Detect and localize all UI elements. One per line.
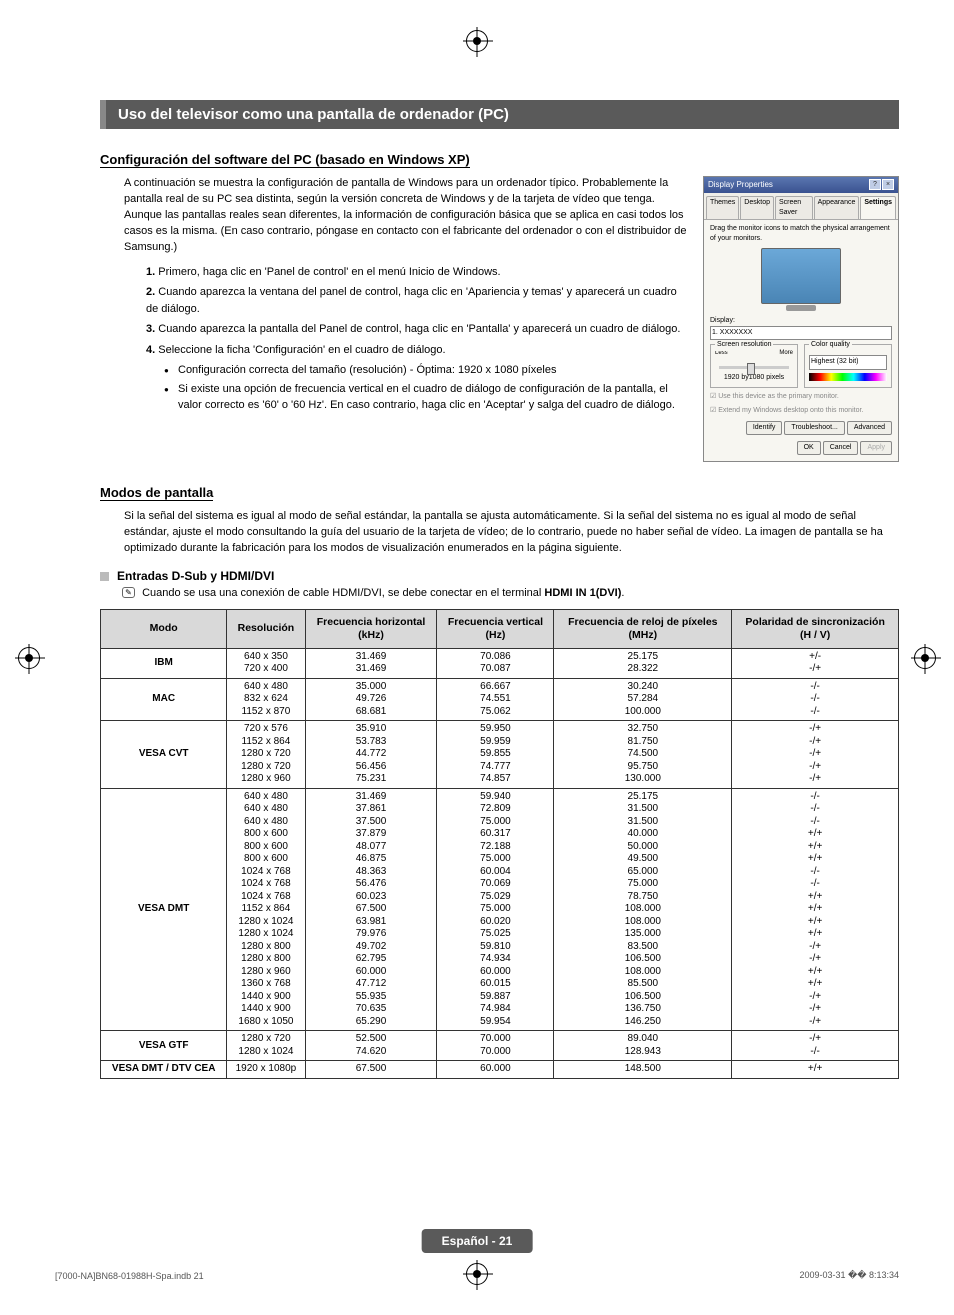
pclock-cell: 25.17531.50031.50040.00050.00049.50065.0… bbox=[554, 788, 732, 1031]
note-icon: ✎ bbox=[122, 587, 135, 598]
sync-cell: +/+ bbox=[732, 1061, 899, 1079]
step-item: 3. Cuando aparezca la pantalla del Panel… bbox=[142, 321, 689, 338]
steps-list: 1. Primero, haga clic en 'Panel de contr… bbox=[142, 264, 689, 414]
modes-section: Modos de pantalla Si la señal del sistem… bbox=[100, 484, 899, 1079]
pclock-cell: 148.500 bbox=[554, 1061, 732, 1079]
footer-timestamp: 2009-03-31 �� 8:13:34 bbox=[799, 1270, 899, 1281]
display-select[interactable]: 1. XXXXXXX bbox=[710, 326, 892, 340]
step-item: 4. Seleccione la ficha 'Configuración' e… bbox=[142, 342, 689, 414]
bullet-item: Si existe una opción de frecuencia verti… bbox=[164, 381, 689, 414]
square-bullet-icon bbox=[100, 572, 109, 581]
resolution-cell: 720 x 5761152 x 8641280 x 7201280 x 7201… bbox=[227, 721, 305, 789]
dialog-title: Display Properties bbox=[708, 179, 773, 191]
pclock-cell: 25.17528.322 bbox=[554, 648, 732, 678]
close-icon[interactable]: × bbox=[882, 179, 894, 190]
sync-cell: -/--/--/- bbox=[732, 678, 899, 721]
tab-themes[interactable]: Themes bbox=[706, 196, 739, 219]
tab-desktop[interactable]: Desktop bbox=[740, 196, 774, 219]
resolution-cell: 1920 x 1080p bbox=[227, 1061, 305, 1079]
table-header: Polaridad de sincronización (H / V) bbox=[732, 609, 899, 648]
table-header: Modo bbox=[101, 609, 227, 648]
dialog-hint: Drag the monitor icons to match the phys… bbox=[710, 224, 892, 244]
hfreq-cell: 35.00049.72668.681 bbox=[305, 678, 437, 721]
step-item: 2. Cuando aparezca la ventana del panel … bbox=[142, 284, 689, 317]
table-header: Frecuencia de reloj de píxeles (MHz) bbox=[554, 609, 732, 648]
hfreq-cell: 35.91053.78344.77256.45675.231 bbox=[305, 721, 437, 789]
vfreq-cell: 59.94072.80975.00060.31772.18875.00060.0… bbox=[437, 788, 554, 1031]
step-item: 1. Primero, haga clic en 'Panel de contr… bbox=[142, 264, 689, 281]
primary-monitor-check[interactable]: ☑ Use this device as the primary monitor… bbox=[710, 392, 892, 402]
hfreq-cell: 31.46931.469 bbox=[305, 648, 437, 678]
mode-cell: VESA GTF bbox=[101, 1031, 227, 1061]
mode-cell: VESA DMT bbox=[101, 788, 227, 1031]
troubleshoot-button[interactable]: Troubleshoot... bbox=[784, 421, 844, 435]
monitor-icon bbox=[761, 248, 841, 304]
resolution-cell: 1280 x 7201280 x 1024 bbox=[227, 1031, 305, 1061]
table-header: Frecuencia vertical (Hz) bbox=[437, 609, 554, 648]
modes-title: Modos de pantalla bbox=[100, 485, 213, 501]
mode-cell: MAC bbox=[101, 678, 227, 721]
config-intro: A continuación se muestra la configuraci… bbox=[124, 176, 689, 256]
registration-mark bbox=[466, 1263, 488, 1285]
vfreq-cell: 66.66774.55175.062 bbox=[437, 678, 554, 721]
color-quality-select[interactable]: Highest (32 bit) bbox=[809, 355, 887, 369]
pclock-cell: 89.040128.943 bbox=[554, 1031, 732, 1061]
modes-intro: Si la señal del sistema es igual al modo… bbox=[124, 509, 899, 557]
vfreq-cell: 70.00070.000 bbox=[437, 1031, 554, 1061]
table-header: Resolución bbox=[227, 609, 305, 648]
mode-cell: IBM bbox=[101, 648, 227, 678]
sync-cell: +/--/+ bbox=[732, 648, 899, 678]
sync-cell: -/+-/+-/+-/+-/+ bbox=[732, 721, 899, 789]
ok-button[interactable]: OK bbox=[797, 441, 821, 455]
vfreq-cell: 70.08670.087 bbox=[437, 648, 554, 678]
sync-cell: -/--/--/-+/++/++/+-/--/-+/++/++/++/+-/+-… bbox=[732, 788, 899, 1031]
hfreq-cell: 31.46937.86137.50037.87948.07746.87548.3… bbox=[305, 788, 437, 1031]
table-header: Frecuencia horizontal (kHz) bbox=[305, 609, 437, 648]
vfreq-cell: 60.000 bbox=[437, 1061, 554, 1079]
extend-desktop-check[interactable]: ☑ Extend my Windows desktop onto this mo… bbox=[710, 406, 892, 416]
display-properties-screenshot: Display Properties ? × Themes Desktop Sc… bbox=[703, 176, 899, 462]
advanced-button[interactable]: Advanced bbox=[847, 421, 892, 435]
display-label: Display: bbox=[710, 316, 892, 326]
modes-table: ModoResoluciónFrecuencia horizontal (kHz… bbox=[100, 609, 899, 1079]
config-section: Configuración del software del PC (basad… bbox=[100, 151, 899, 462]
tab-appearance[interactable]: Appearance bbox=[814, 196, 860, 219]
resolution-slider[interactable] bbox=[719, 366, 789, 369]
mode-cell: VESA DMT / DTV CEA bbox=[101, 1061, 227, 1079]
hdmi-note: ✎ Cuando se usa una conexión de cable HD… bbox=[122, 587, 899, 599]
pclock-cell: 32.75081.75074.50095.750130.000 bbox=[554, 721, 732, 789]
tab-screensaver[interactable]: Screen Saver bbox=[775, 196, 813, 219]
color-quality-group: Color quality Highest (32 bit) bbox=[804, 344, 892, 388]
resolution-cell: 640 x 480640 x 480640 x 480800 x 600800 … bbox=[227, 788, 305, 1031]
cancel-button[interactable]: Cancel bbox=[823, 441, 859, 455]
color-bar-icon bbox=[809, 373, 887, 381]
apply-button[interactable]: Apply bbox=[860, 441, 892, 455]
resolution-cell: 640 x 350720 x 400 bbox=[227, 648, 305, 678]
entries-heading: Entradas D-Sub y HDMI/DVI bbox=[100, 569, 899, 583]
hfreq-cell: 67.500 bbox=[305, 1061, 437, 1079]
page-badge: Español - 21 bbox=[422, 1229, 533, 1253]
dialog-tabs: Themes Desktop Screen Saver Appearance S… bbox=[704, 193, 898, 219]
pclock-cell: 30.24057.284100.000 bbox=[554, 678, 732, 721]
help-icon[interactable]: ? bbox=[869, 179, 881, 190]
mode-cell: VESA CVT bbox=[101, 721, 227, 789]
vfreq-cell: 59.95059.95959.85574.77774.857 bbox=[437, 721, 554, 789]
tab-settings[interactable]: Settings bbox=[860, 196, 896, 219]
sync-cell: -/+-/- bbox=[732, 1031, 899, 1061]
resolution-cell: 640 x 480832 x 6241152 x 870 bbox=[227, 678, 305, 721]
main-title: Uso del televisor como una pantalla de o… bbox=[100, 100, 899, 129]
footer-filename: [7000-NA]BN68-01988H-Spa.indb 21 bbox=[55, 1271, 204, 1281]
bullet-item: Configuración correcta del tamaño (resol… bbox=[164, 362, 689, 379]
resolution-group: Screen resolution Less More 1920 by1080 … bbox=[710, 344, 798, 388]
identify-button[interactable]: Identify bbox=[746, 421, 783, 435]
config-title: Configuración del software del PC (basad… bbox=[100, 152, 470, 168]
hfreq-cell: 52.50074.620 bbox=[305, 1031, 437, 1061]
